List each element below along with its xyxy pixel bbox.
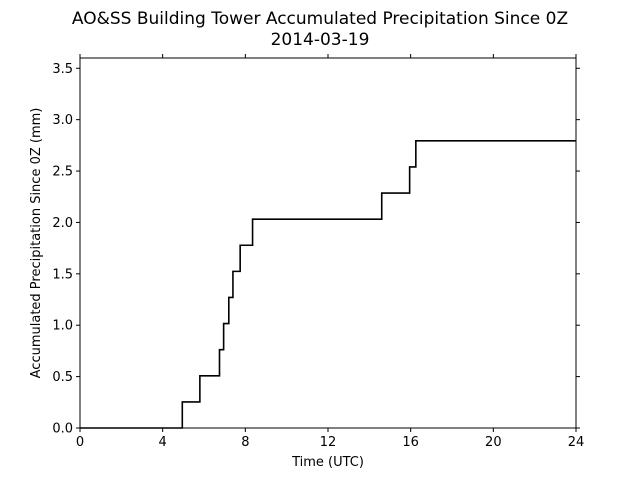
y-axis-label: Accumulated Precipitation Since 0Z (mm): [29, 108, 44, 379]
x-tick-label: 16: [402, 435, 419, 450]
x-tick-label: 4: [159, 435, 167, 450]
x-axis-ticks: 0 4 8 12 16 20 24: [76, 54, 584, 450]
series-line: [80, 140, 576, 429]
y-tick-label: 3.0: [52, 113, 73, 128]
x-tick-label: 0: [76, 435, 84, 450]
x-tick-label: 8: [241, 435, 249, 450]
x-tick-label: 20: [485, 435, 502, 450]
y-tick-label: 0.5: [52, 370, 73, 385]
y-axis-ticks: 0.0 0.5 1.0 1.5 2.0 2.5 3.0 3.5: [52, 62, 580, 437]
x-tick-label: 24: [568, 435, 585, 450]
y-tick-label: 2.5: [52, 165, 73, 180]
chart-title: AO&SS Building Tower Accumulated Precipi…: [72, 9, 568, 29]
y-tick-label: 1.0: [52, 319, 73, 334]
y-tick-label: 2.0: [52, 216, 73, 231]
x-tick-label: 12: [320, 435, 337, 450]
y-tick-label: 1.5: [52, 267, 73, 282]
plot-frame: [79, 57, 577, 429]
y-tick-label: 0.0: [52, 422, 73, 437]
y-tick-label: 3.5: [52, 62, 73, 77]
chart-subtitle: 2014-03-19: [271, 30, 370, 50]
plot-area: [80, 58, 576, 428]
x-axis-label: Time (UTC): [291, 455, 364, 470]
